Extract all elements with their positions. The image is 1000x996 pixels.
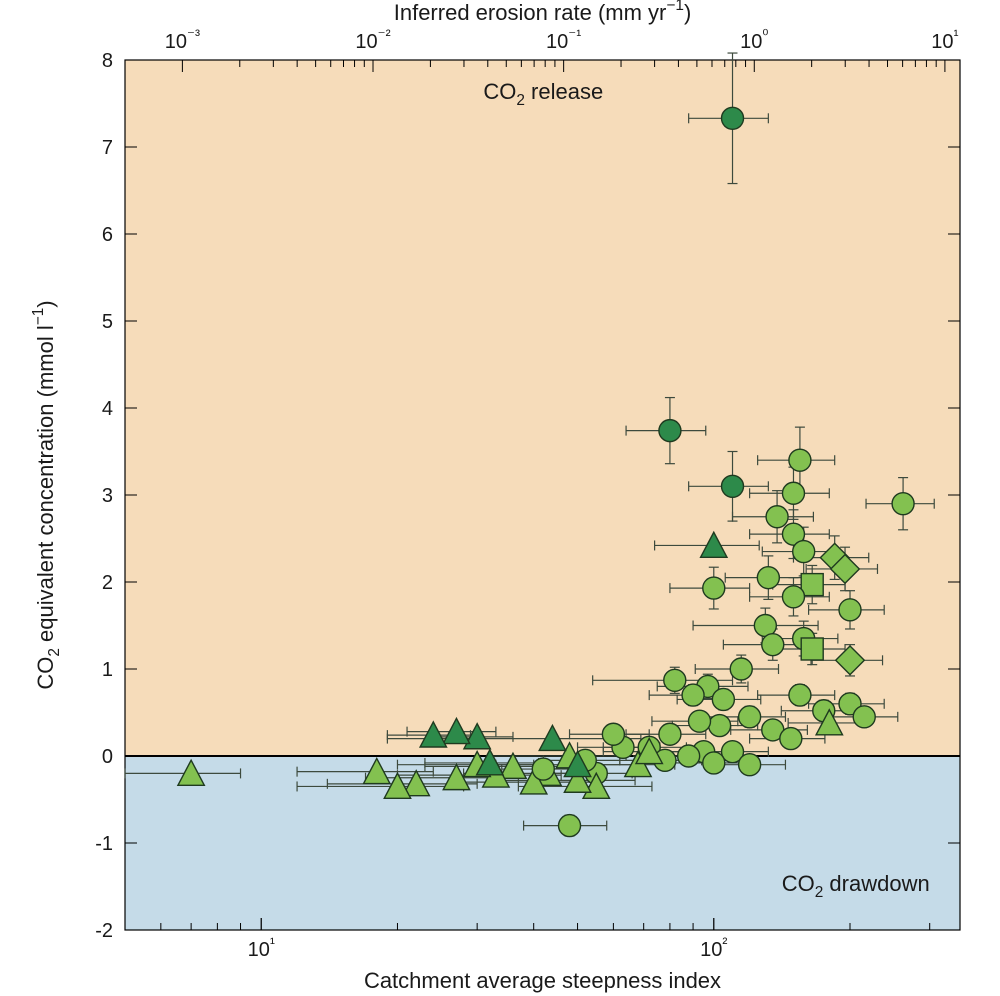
- data-point: [709, 715, 731, 737]
- data-point: [722, 475, 744, 497]
- top-x-axis-label: Inferred erosion rate (mm yr−1): [394, 0, 692, 25]
- svg-text:10¹: 10¹: [931, 27, 958, 53]
- data-point: [739, 754, 761, 776]
- data-point: [739, 706, 761, 728]
- data-point: [892, 493, 914, 515]
- svg-text:10⁻¹: 10⁻¹: [546, 27, 581, 53]
- data-point: [730, 658, 752, 680]
- x-axis-label: Catchment average steepness index: [364, 968, 721, 993]
- data-point: [712, 688, 734, 710]
- data-point: [602, 723, 624, 745]
- data-point: [757, 567, 779, 589]
- data-point: [789, 684, 811, 706]
- data-point: [659, 723, 681, 745]
- data-point: [682, 684, 704, 706]
- svg-text:1: 1: [102, 659, 113, 681]
- data-point: [664, 669, 686, 691]
- data-point: [559, 815, 581, 837]
- svg-text:-1: -1: [95, 833, 113, 855]
- svg-text:10⁻²: 10⁻²: [355, 27, 390, 53]
- data-point: [766, 506, 788, 528]
- data-point: [689, 710, 711, 732]
- svg-text:4: 4: [102, 398, 113, 420]
- data-point: [659, 420, 681, 442]
- svg-text:3: 3: [102, 485, 113, 507]
- data-point: [789, 449, 811, 471]
- data-point: [801, 574, 823, 596]
- data-point: [678, 745, 700, 767]
- svg-text:2: 2: [102, 572, 113, 594]
- data-point: [703, 752, 725, 774]
- svg-text:6: 6: [102, 224, 113, 246]
- svg-text:-2: -2: [95, 920, 113, 942]
- data-point: [532, 758, 554, 780]
- data-point: [782, 586, 804, 608]
- scatter-chart: 10¹ 10² Catchment average steepness index 1…: [0, 0, 1000, 996]
- data-point: [801, 638, 823, 660]
- svg-text:7: 7: [102, 137, 113, 159]
- svg-text:8: 8: [102, 50, 113, 72]
- data-point: [722, 107, 744, 129]
- svg-text:10⁻³: 10⁻³: [165, 27, 200, 53]
- chart-svg: 10¹ 10² Catchment average steepness index 1…: [0, 0, 1000, 996]
- data-point: [703, 577, 725, 599]
- data-point: [853, 706, 875, 728]
- data-point: [793, 541, 815, 563]
- y-axis-label: CO2 equivalent concentration (mmol l−1): [30, 300, 63, 689]
- data-point: [839, 599, 861, 621]
- svg-text:0: 0: [102, 746, 113, 768]
- data-point: [762, 634, 784, 656]
- svg-text:10⁰: 10⁰: [740, 27, 768, 53]
- data-point: [782, 482, 804, 504]
- data-point: [780, 728, 802, 750]
- svg-text:5: 5: [102, 311, 113, 333]
- svg-text:10²: 10²: [700, 935, 727, 961]
- svg-text:10¹: 10¹: [248, 935, 275, 961]
